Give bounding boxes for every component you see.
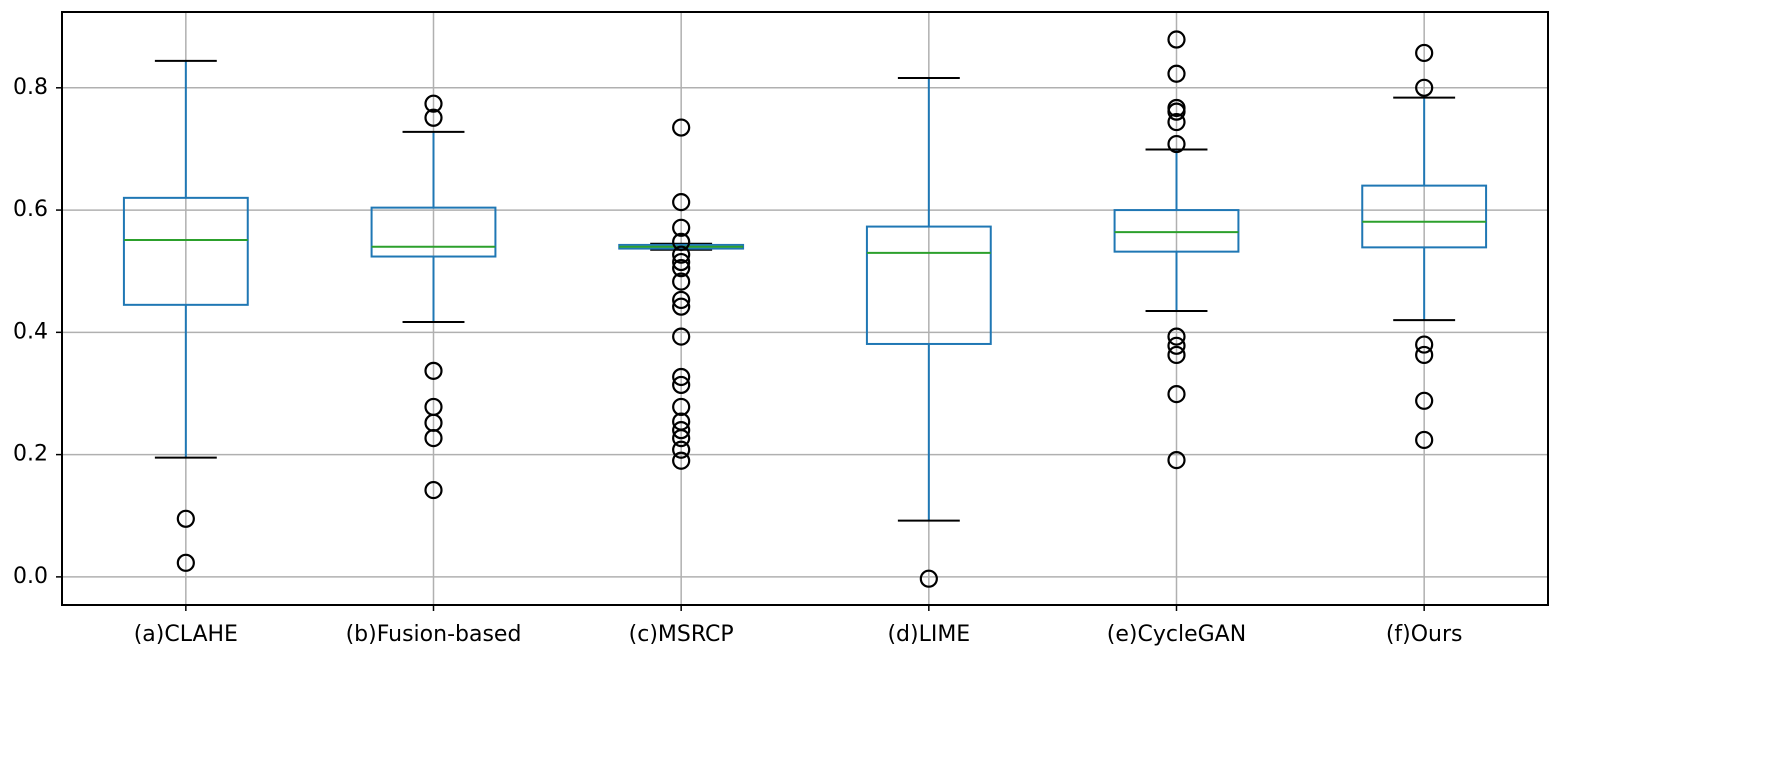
x-tick-label: (d)LIME [887,622,970,647]
x-tick-label: (c)MSRCP [629,622,734,647]
box [122,196,249,306]
outlier [919,569,938,588]
outlier [1167,134,1186,154]
outlier [424,480,443,500]
outlier [672,118,691,137]
y-tick-label: 0.4 [13,319,48,344]
outlier [1167,102,1186,121]
y-tick-label: 0.8 [13,75,48,100]
x-tick-label: (b)Fusion-based [346,622,522,647]
outlier [672,272,691,291]
outlier [1415,78,1434,97]
outlier [1415,43,1434,63]
box [1361,184,1488,249]
box [1113,209,1240,253]
outlier [672,290,691,310]
box [370,206,497,258]
outlier [1415,430,1434,450]
outlier [672,397,691,417]
outlier [424,108,443,127]
outlier [672,327,691,346]
outlier [672,218,691,237]
outlier [672,429,691,448]
outlier [672,421,691,440]
x-tick-label: (e)CycleGAN [1107,622,1246,647]
outlier [1167,345,1186,365]
outlier [672,245,691,264]
outlier [672,259,691,278]
outlier [424,361,443,380]
x-tick-label: (f)Ours [1386,622,1463,647]
outlier [672,440,691,459]
outlier [1167,327,1186,346]
outlier [176,509,195,528]
y-tick-label: 0.6 [13,197,48,222]
y-tick-label: 0.2 [13,442,48,467]
outlier [672,367,691,387]
outlier [1167,451,1186,470]
outlier [672,375,691,395]
outlier [672,232,691,251]
outlier [672,451,691,470]
outlier [1415,391,1434,410]
outlier [1167,64,1186,83]
outlier [176,553,195,572]
outlier [1167,336,1186,355]
y-tick-label: 0.0 [13,564,48,589]
outlier [672,193,691,212]
box [865,225,992,345]
outlier [672,252,691,272]
x-tick-label: (a)CLAHE [134,622,238,647]
plot-frame [61,11,1549,606]
outlier [424,94,443,113]
outlier [1167,384,1186,404]
outlier [1167,30,1186,49]
outlier [1415,345,1434,365]
outlier [424,429,443,448]
outlier [1415,335,1434,354]
outlier [672,297,691,316]
outlier [1167,112,1186,132]
